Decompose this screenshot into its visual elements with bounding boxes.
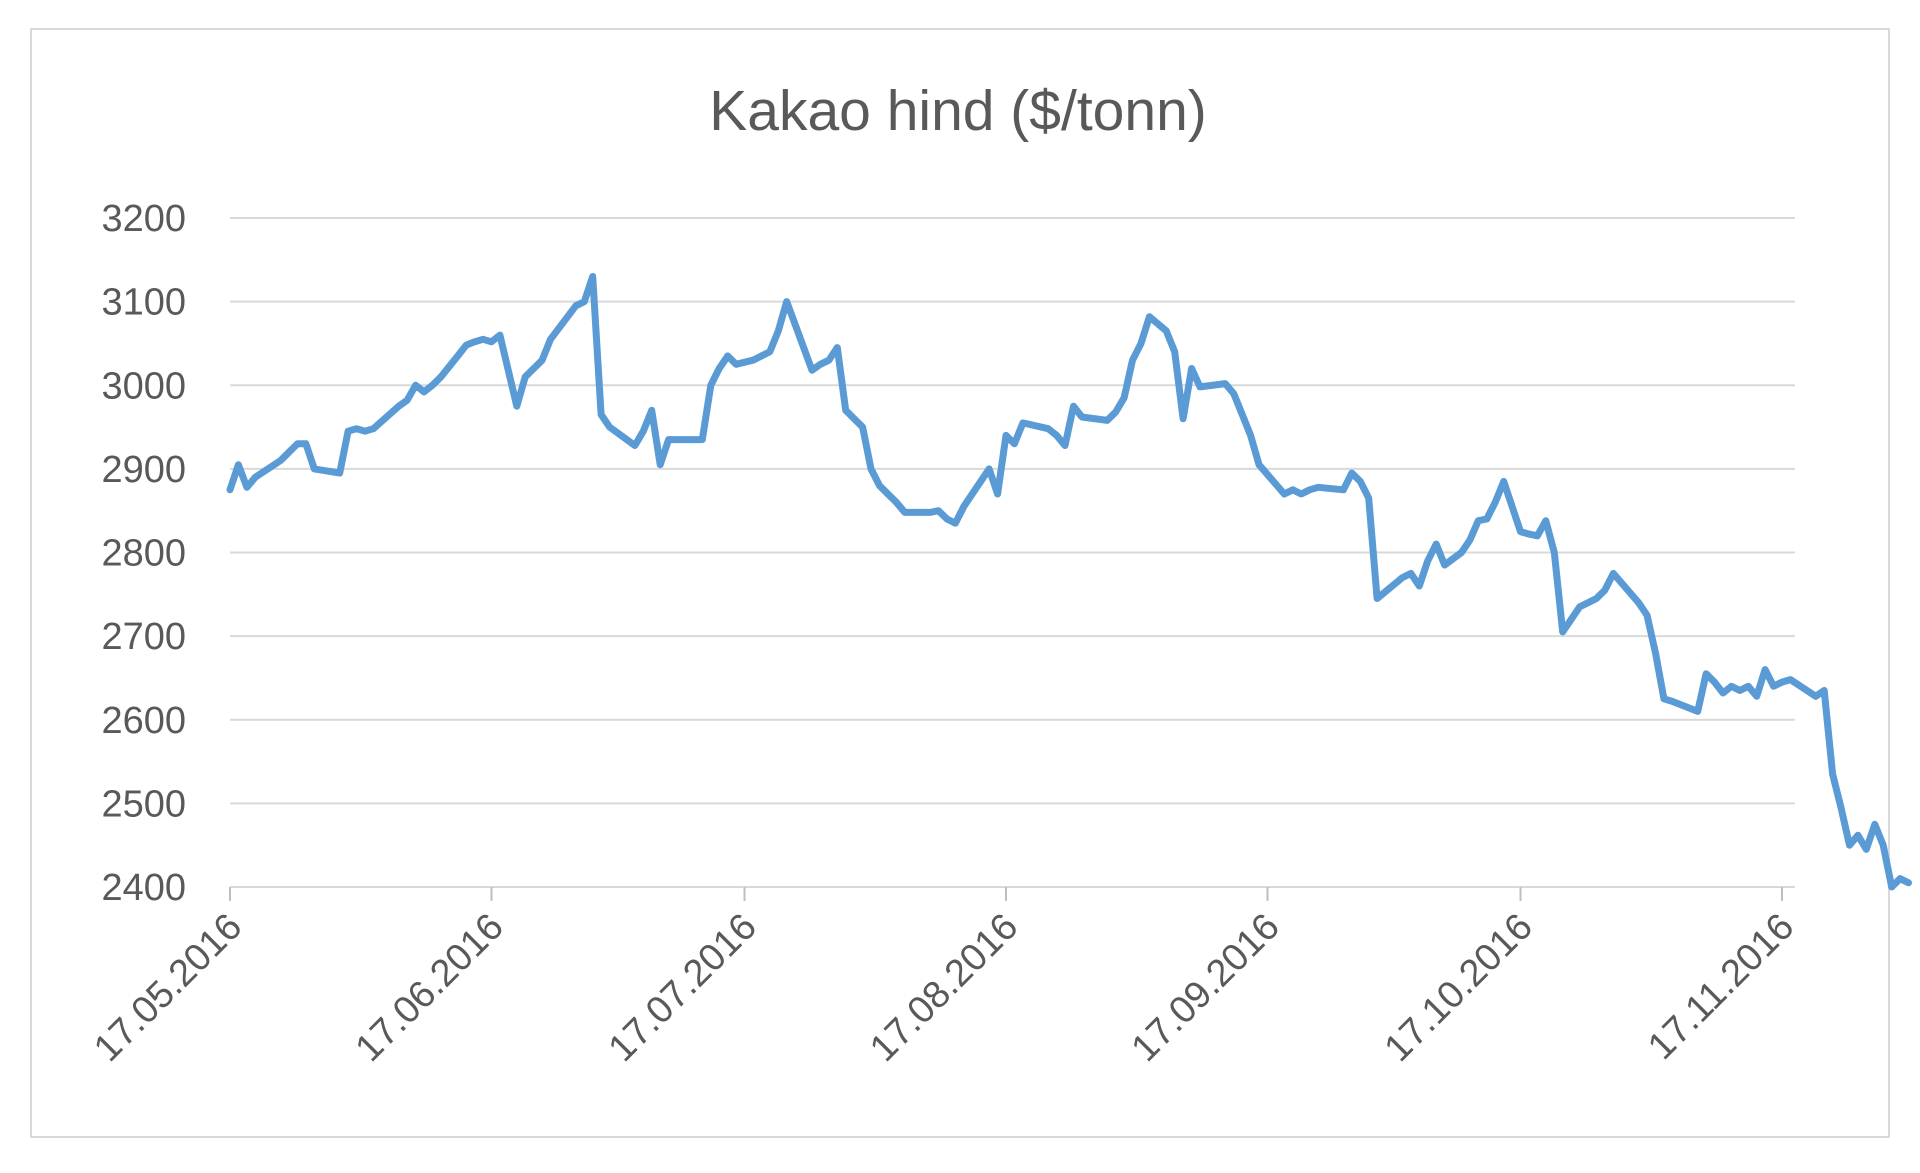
x-tick-label: 17.05.2016 [86, 906, 250, 1070]
y-tick-label: 2600 [101, 700, 186, 742]
x-axis [229, 886, 1795, 901]
x-tick-label: 17.08.2016 [862, 906, 1026, 1070]
gridlines [230, 217, 1795, 805]
y-axis-tick-labels: 2400 2500 2600 2700 2800 2900 3000 3100 3200 [101, 198, 186, 909]
y-tick-label: 2400 [101, 867, 186, 909]
chart-frame [30, 28, 1890, 1138]
series-group [226, 273, 1912, 891]
x-tick-label: 17.11.2016 [1640, 906, 1802, 1068]
x-tick-label: 17.06.2016 [348, 906, 512, 1070]
x-tick-label: 17.10.2016 [1377, 906, 1541, 1070]
y-tick-label: 3200 [101, 198, 186, 240]
series-line [226, 273, 1912, 891]
y-tick-label: 2500 [101, 783, 186, 825]
x-axis-tick-labels: 17.05.2016 17.06.2016 17.07.2016 17.08.2016… [86, 906, 1802, 1070]
x-tick-label: 17.07.2016 [601, 906, 765, 1070]
y-tick-label: 3000 [101, 365, 186, 407]
y-tick-label: 2800 [101, 533, 186, 575]
y-tick-label: 3100 [101, 282, 186, 324]
chart-title: Kakao hind ($/tonn) [709, 79, 1207, 143]
y-tick-label: 2700 [101, 616, 186, 658]
x-tick-label: 17.09.2016 [1124, 906, 1288, 1070]
y-tick-label: 2900 [101, 449, 186, 491]
